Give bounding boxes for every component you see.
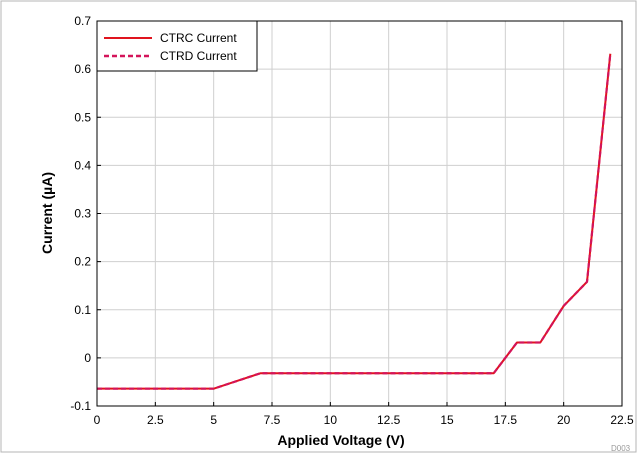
x-tick-label-4: 10 [324, 413, 338, 427]
x-tick-label-9: 22.5 [610, 413, 634, 427]
y-tick-label-5: 0.4 [74, 158, 91, 172]
y-tick-label-0: -0.1 [70, 399, 91, 413]
x-tick-label-1: 2.5 [147, 413, 164, 427]
x-tick-label-5: 12.5 [377, 413, 401, 427]
y-tick-label-6: 0.5 [74, 110, 91, 124]
y-tick-label-3: 0.2 [74, 255, 91, 269]
figure-code: D003 [611, 444, 631, 453]
x-tick-label-7: 17.5 [494, 413, 518, 427]
series-lines [97, 53, 612, 390]
y-axis-ticks: -0.1 0 0.1 0.2 0.3 0.4 0.5 0.6 0.7 [70, 14, 101, 413]
x-axis-ticks: 0 2.5 5 7.5 10 12.5 15 17.5 20 22.5 [94, 402, 634, 427]
legend-box [96, 20, 258, 72]
y-tick-label-4: 0.3 [74, 207, 91, 221]
y-tick-label-1: 0 [84, 351, 91, 365]
legend-label-ctrc: CTRC Current [160, 31, 237, 45]
y-tick-label-7: 0.6 [74, 62, 91, 76]
y-tick-label-2: 0.1 [74, 303, 91, 317]
y-axis-title: Current (µA) [39, 172, 55, 254]
legend-label-ctrd: CTRD Current [160, 49, 237, 63]
x-axis-title: Applied Voltage (V) [277, 432, 404, 448]
x-tick-label-0: 0 [94, 413, 101, 427]
x-tick-label-2: 5 [210, 413, 217, 427]
x-tick-label-6: 15 [440, 413, 454, 427]
x-tick-label-8: 20 [557, 413, 571, 427]
y-tick-label-8: 0.7 [74, 14, 91, 28]
x-tick-label-3: 7.5 [264, 413, 281, 427]
legend: CTRC Current CTRD Current [96, 20, 258, 72]
series-line-ctrd-current [97, 53, 612, 390]
